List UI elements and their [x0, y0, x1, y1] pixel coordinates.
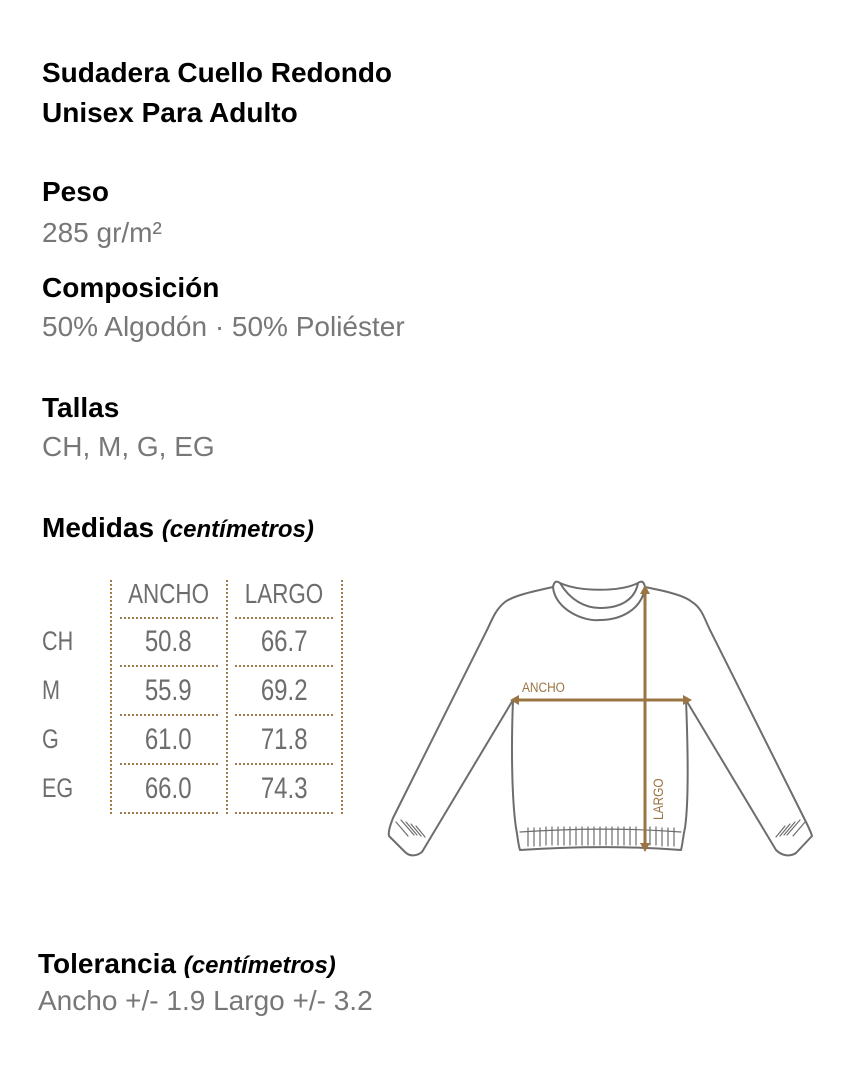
measurement-arrows: ANCHO LARGO [510, 585, 692, 852]
ancho-value: 50.8 [144, 625, 192, 658]
row-divider [120, 665, 218, 667]
ancho-value: 66.0 [144, 772, 192, 805]
row-divider [120, 714, 218, 716]
largo-value: 74.3 [260, 772, 308, 805]
peso-label: Peso [42, 176, 109, 207]
table-divider [226, 580, 228, 814]
row-divider [120, 617, 218, 619]
size-label: G [42, 724, 59, 754]
size-label: M [42, 675, 60, 705]
size-label: CH [42, 626, 74, 656]
largo-value: 66.7 [260, 625, 308, 658]
peso-value: 285 gr/m² [42, 217, 162, 248]
table-divider [110, 580, 112, 814]
tolerancia-heading: Tolerancia (centímetros) [38, 950, 336, 978]
column-header-largo: LARGO [244, 578, 324, 609]
largo-label: LARGO [650, 778, 666, 820]
sweater-outline [387, 580, 813, 857]
column-header-ancho: ANCHO [128, 578, 210, 609]
tolerancia-value: Ancho +/- 1.9 Largo +/- 3.2 [38, 985, 373, 1016]
product-title-line1: Sudadera Cuello Redondo [42, 57, 393, 88]
row-divider [235, 714, 333, 716]
ancho-label: ANCHO [522, 679, 565, 695]
sweater-diagram: ANCHO LARGO [387, 580, 813, 857]
ancho-value: 61.0 [144, 723, 192, 756]
row-divider [120, 763, 218, 765]
tolerancia-unit: (centímetros) [183, 952, 336, 979]
size-label: EG [42, 773, 74, 803]
row-divider [235, 617, 333, 619]
table-divider [341, 580, 343, 814]
row-divider [235, 665, 333, 667]
medidas-unit: (centímetros) [161, 516, 314, 543]
tolerancia-label: Tolerancia [38, 948, 176, 979]
row-divider [120, 812, 218, 814]
row-divider [235, 763, 333, 765]
composicion-value: 50% Algodón · 50% Poliéster [42, 311, 405, 342]
tallas-label: Tallas [42, 392, 120, 423]
ancho-value: 55.9 [144, 674, 192, 707]
row-divider [235, 812, 333, 814]
medidas-label: Medidas [42, 512, 155, 543]
product-title-line2: Unisex Para Adulto [42, 97, 298, 128]
medidas-heading: Medidas (centímetros) [42, 514, 314, 542]
tallas-value: CH, M, G, EG [42, 431, 215, 462]
composicion-label: Composición [42, 272, 220, 303]
largo-value: 71.8 [260, 723, 308, 756]
largo-value: 69.2 [260, 674, 308, 707]
